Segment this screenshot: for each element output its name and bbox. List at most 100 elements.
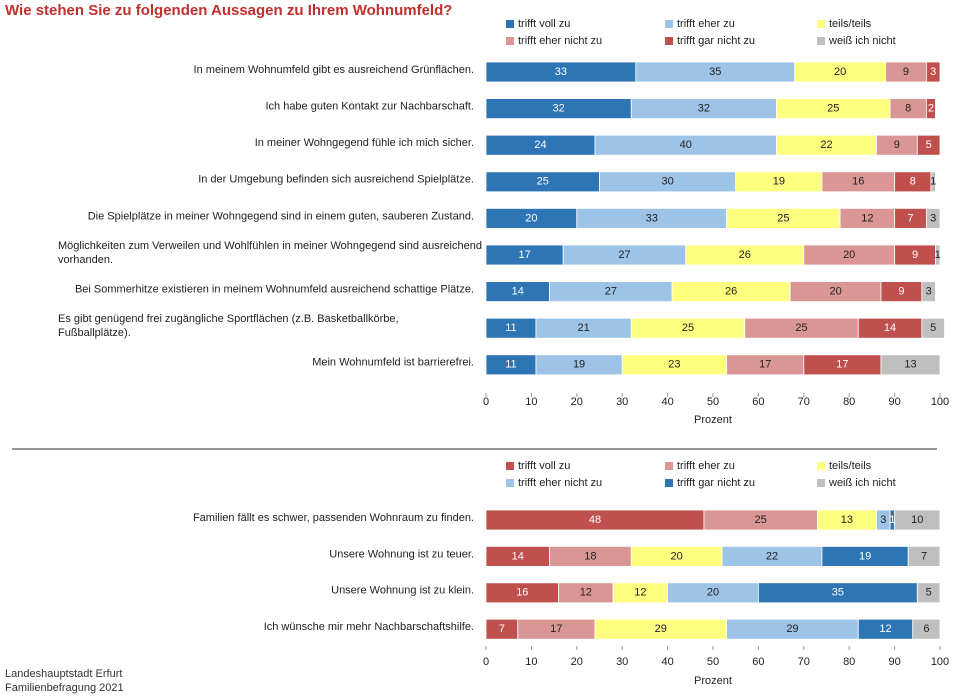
- data-label: 19: [773, 176, 785, 188]
- data-label: 11: [505, 322, 516, 334]
- category-label: In meiner Wohngegend fühle ich mich sich…: [255, 137, 474, 149]
- legend-label: trifft gar nicht zu: [677, 477, 755, 489]
- legend-item: trifft eher zu: [665, 460, 735, 472]
- category-label: Möglichkeiten zum Verweilen und Wohlfühl…: [58, 240, 482, 252]
- bar-row: In meiner Wohngegend fühle ich mich sich…: [255, 134, 941, 156]
- legend-label: trifft eher zu: [677, 460, 735, 472]
- legend-swatch: [506, 20, 514, 28]
- x-tick-label: 0: [483, 396, 489, 408]
- bar-segment: [925, 207, 941, 229]
- x-tick-label: 20: [571, 656, 583, 668]
- data-label: 35: [832, 587, 844, 599]
- data-label: 20: [843, 249, 855, 261]
- data-label: 12: [861, 212, 873, 224]
- data-label: 27: [618, 249, 630, 261]
- legend-swatch: [817, 479, 825, 487]
- data-label: 35: [709, 66, 721, 78]
- bar-row: Familien fällt es schwer, passenden Wohn…: [193, 509, 941, 531]
- bar-row: Möglichkeiten zum Verweilen und Wohlfühl…: [58, 240, 941, 266]
- legend-swatch: [506, 479, 514, 487]
- x-tick-label: 80: [843, 656, 855, 668]
- data-label: 14: [512, 286, 524, 298]
- x-axis-label: Prozent: [694, 414, 732, 426]
- data-label: 12: [634, 587, 646, 599]
- data-label: 17: [550, 623, 562, 635]
- legend-item: trifft voll zu: [506, 460, 570, 472]
- x-tick-label: 60: [752, 656, 764, 668]
- legend-item: weiß ich nicht: [817, 35, 896, 47]
- data-label: 17: [518, 249, 530, 261]
- data-label: 25: [682, 322, 694, 334]
- legend-item: trifft eher nicht zu: [506, 35, 602, 47]
- bar-row: Mein Wohnumfeld ist barrierefrei. 11 19 23 1…: [312, 354, 941, 376]
- bar-row: In der Umgebung befinden sich ausreichen…: [198, 171, 936, 193]
- bar-segment: [912, 618, 941, 640]
- data-label: 30: [661, 176, 673, 188]
- chart-2: trifft voll zu trifft eher zu teils/teils t…: [193, 460, 949, 687]
- bar-segment: [916, 134, 941, 156]
- x-tick-label: 90: [888, 656, 900, 668]
- bar-row: Es gibt genügend frei zugängliche Sportf…: [58, 313, 945, 339]
- legend-item: teils/teils: [817, 460, 872, 472]
- legend-item: trifft voll zu: [506, 18, 570, 30]
- x-tick-label: 60: [752, 396, 764, 408]
- data-label: 25: [537, 176, 549, 188]
- category-label: vorhanden.: [58, 254, 113, 266]
- data-label: 2: [928, 103, 934, 115]
- data-label: 25: [755, 514, 767, 526]
- data-label: 48: [589, 514, 601, 526]
- data-label: 8: [910, 176, 916, 188]
- legend-label: trifft gar nicht zu: [677, 35, 755, 47]
- legend-label: trifft eher nicht zu: [518, 35, 602, 47]
- data-label: 3: [880, 514, 886, 526]
- data-label: 5: [926, 139, 932, 151]
- x-tick-label: 20: [571, 396, 583, 408]
- data-label: 20: [671, 550, 683, 562]
- bar-row: Bei Sommerhitze existieren in meinem Woh…: [75, 281, 936, 303]
- category-label: Bei Sommerhitze existieren in meinem Woh…: [75, 284, 474, 296]
- legend-swatch: [506, 37, 514, 45]
- x-tick-label: 80: [843, 396, 855, 408]
- data-label: 20: [525, 212, 537, 224]
- x-tick-label: 50: [707, 656, 719, 668]
- data-label: 26: [725, 286, 737, 298]
- data-label: 32: [553, 103, 565, 115]
- legend-item: teils/teils: [817, 18, 872, 30]
- legend-label: trifft eher nicht zu: [518, 477, 602, 489]
- legend-swatch: [665, 462, 673, 470]
- data-label: 24: [534, 139, 546, 151]
- data-label: 11: [505, 359, 516, 371]
- bar-segment: [925, 61, 941, 83]
- x-tick-label: 100: [931, 396, 949, 408]
- data-label: 25: [795, 322, 807, 334]
- data-label: 22: [820, 139, 832, 151]
- category-label: In meinem Wohnumfeld gibt es ausreichend…: [194, 64, 474, 76]
- bar-segment: [880, 354, 941, 376]
- data-label: 20: [829, 286, 841, 298]
- bar-row: Ich habe guten Kontakt zur Nachbarschaft…: [265, 98, 936, 119]
- x-tick-label: 10: [525, 656, 537, 668]
- category-label: Ich habe guten Kontakt zur Nachbarschaft…: [265, 101, 474, 113]
- data-label: 5: [926, 587, 932, 599]
- x-tick-label: 50: [707, 396, 719, 408]
- x-tick-label: 40: [661, 656, 673, 668]
- bar-segment: [930, 171, 936, 193]
- category-label: In der Umgebung befinden sich ausreichen…: [198, 174, 474, 186]
- legend-swatch: [665, 479, 673, 487]
- data-label: 5: [930, 322, 936, 334]
- data-label: 7: [921, 550, 927, 562]
- data-label: 22: [766, 550, 778, 562]
- data-label: 29: [655, 623, 667, 635]
- data-label: 3: [926, 286, 932, 298]
- data-label: 19: [573, 359, 585, 371]
- category-label: Es gibt genügend frei zugängliche Sportf…: [58, 313, 399, 325]
- page-title: Wie stehen Sie zu folgenden Aussagen zu …: [5, 2, 453, 19]
- x-tick-label: 30: [616, 656, 628, 668]
- category-label: Mein Wohnumfeld ist barrierefrei.: [312, 357, 474, 369]
- bar-row: Ich wünsche mir mehr Nachbarschaftshilfe…: [264, 618, 941, 640]
- category-label: Die Spielplätze in meiner Wohngegend sin…: [88, 210, 474, 222]
- data-label: 18: [584, 550, 596, 562]
- data-label: 6: [923, 623, 929, 635]
- data-label: 17: [836, 359, 848, 371]
- x-tick-label: 70: [798, 656, 810, 668]
